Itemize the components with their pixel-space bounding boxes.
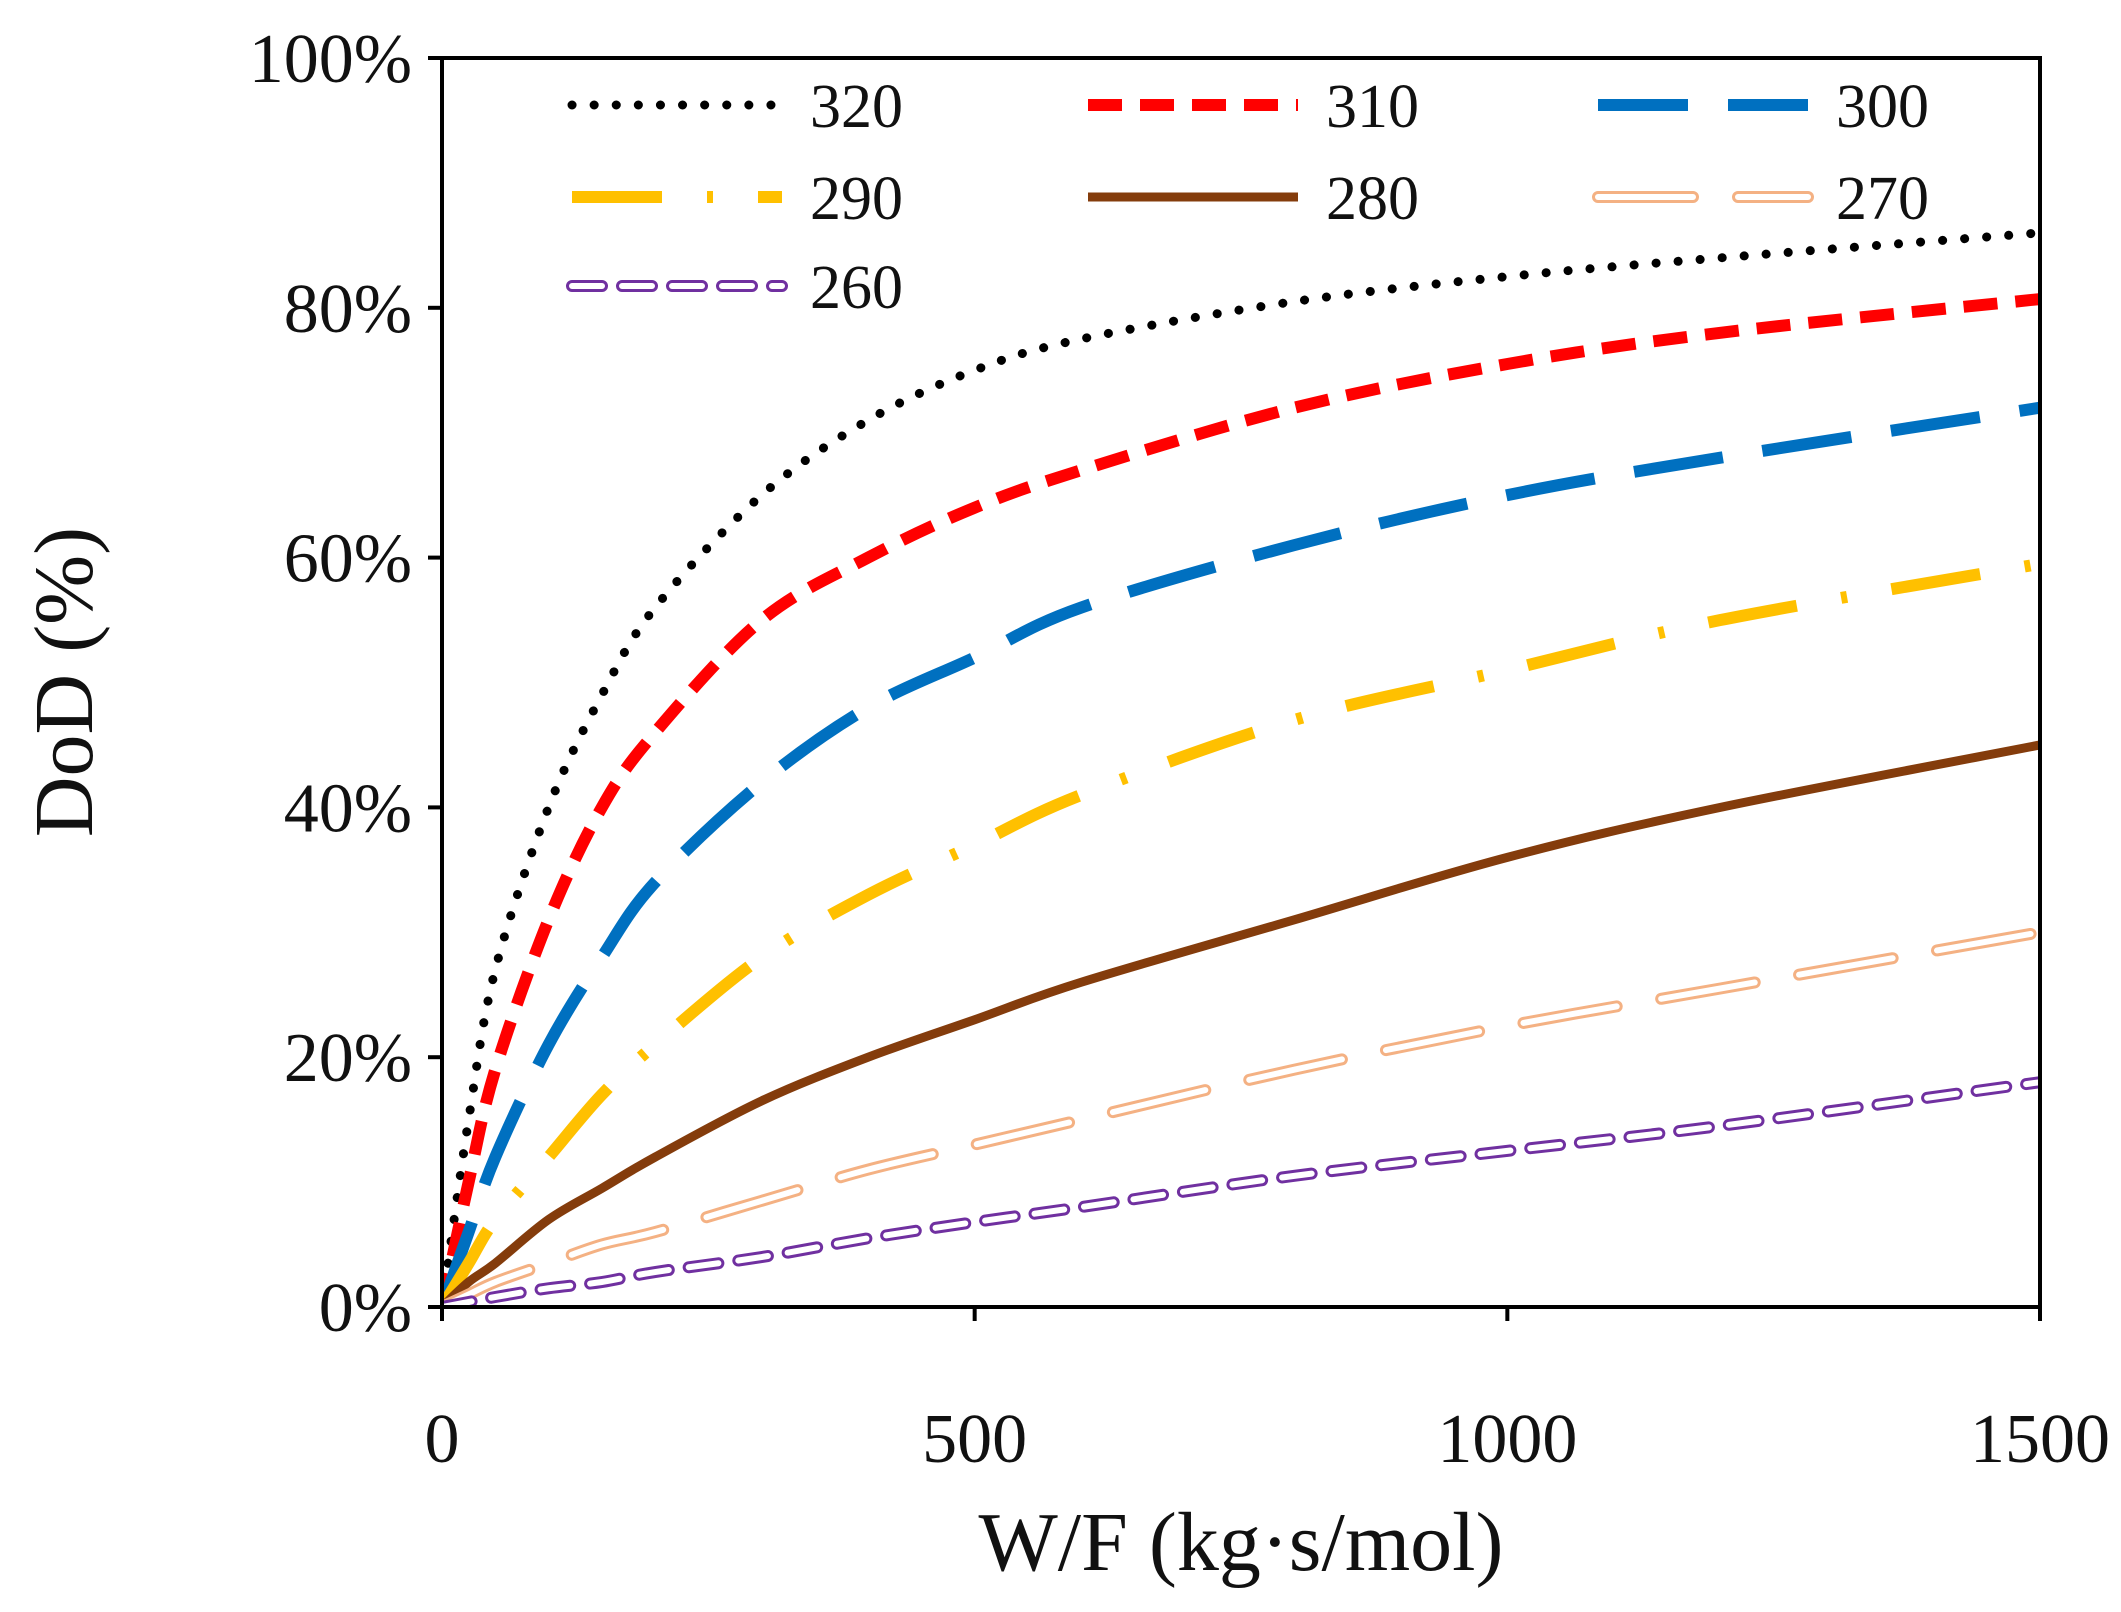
series-line-320 (442, 228, 2040, 1307)
legend-label: 260 (810, 254, 903, 322)
plot-frame (440, 56, 2042, 1309)
y-axis-title: DoD (%) (18, 527, 111, 837)
x-tick-label: 0 (425, 1401, 460, 1478)
x-tick-label: 1000 (1437, 1401, 1577, 1478)
legend-label: 270 (1836, 165, 1929, 233)
legend-label: 310 (1326, 73, 1419, 141)
series-line-260-inner (442, 1079, 2040, 1307)
series-line-290 (442, 557, 2040, 1307)
series-line-280 (442, 740, 2040, 1307)
legend-item-300: 300 (1598, 73, 1929, 141)
y-tick-label: 0% (319, 1270, 412, 1347)
legend-item-260: 260 (566, 254, 903, 322)
legend-item-290: 290 (572, 165, 903, 233)
y-tick-label: 20% (284, 1020, 412, 1097)
legend-item-320: 320 (567, 73, 903, 141)
y-tick-label: 100% (249, 21, 412, 98)
legend-label: 280 (1326, 165, 1419, 233)
legend-item-310: 310 (1088, 73, 1419, 141)
series-lines (442, 228, 2040, 1307)
legend-label: 300 (1836, 73, 1929, 141)
legend-item-270: 270 (1592, 165, 1929, 233)
y-tick-label: 40% (284, 770, 412, 847)
x-tick-label: 1500 (1970, 1401, 2110, 1478)
y-tick-label: 60% (284, 521, 412, 598)
x-tick-label: 500 (922, 1401, 1027, 1478)
legend: 320 310 300 290 280 270 260 (566, 73, 1929, 322)
series-line-310 (442, 293, 2040, 1307)
y-tick-label: 80% (284, 271, 412, 348)
series-line-270-inner (442, 929, 2040, 1307)
legend-label: 290 (810, 165, 903, 233)
legend-item-280: 280 (1088, 165, 1419, 233)
x-axis-title: W/F (kg·s/mol) (979, 1496, 1504, 1589)
axis-ticks: 0% 20% 40% 60% 80% 100% 0 500 1000 1500 (249, 21, 2110, 1478)
legend-label: 320 (810, 73, 903, 141)
series-line-300 (442, 401, 2040, 1307)
